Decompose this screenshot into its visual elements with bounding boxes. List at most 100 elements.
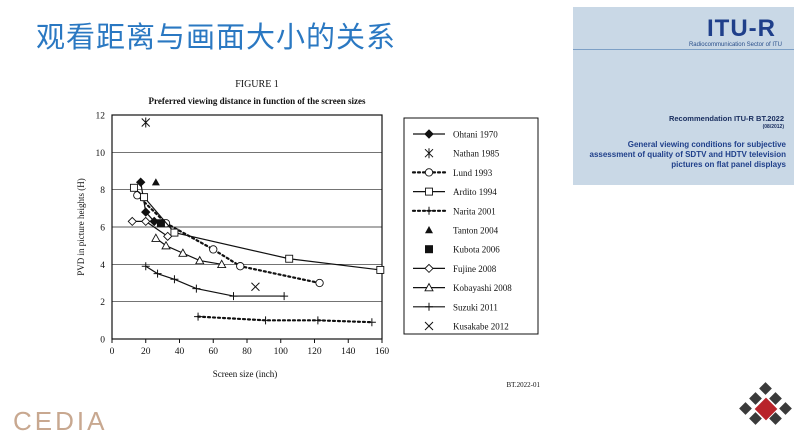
legend-item: Suzuki 2011: [413, 302, 498, 312]
series-line: [196, 315, 373, 324]
legend-item: Ardito 1994: [413, 187, 497, 197]
cti-emblem-logo: [739, 382, 792, 425]
series-5: [151, 178, 160, 186]
data-point-marker: [285, 254, 294, 263]
data-point-marker: [216, 259, 227, 268]
data-point-marker: [236, 262, 245, 271]
y-tick-label: 6: [100, 224, 105, 234]
y-tick-label: 0: [100, 336, 105, 346]
data-point-marker: [425, 206, 433, 215]
series-0: [135, 177, 159, 227]
data-point-marker: [163, 231, 173, 241]
legend-item: Nathan 1985: [424, 148, 500, 159]
data-point-marker: [127, 216, 137, 227]
data-point-marker: [141, 216, 151, 227]
series-2: [133, 191, 324, 288]
figure-caption: Preferred viewing distance in function o…: [149, 96, 366, 106]
legend-label: Ardito 1994: [453, 187, 497, 197]
y-axis-label: PVD in picture heights (H): [76, 178, 86, 275]
data-point-marker: [229, 292, 238, 301]
legend-box: [403, 117, 539, 335]
legend-label: Kusakabe 2012: [453, 322, 509, 332]
y-tick-label: 4: [100, 261, 105, 271]
y-tick-label: 8: [100, 186, 105, 196]
x-tick-label: 80: [242, 347, 252, 357]
legend-label: Narita 2001: [453, 206, 496, 216]
legend-item: Ohtani 1970: [413, 129, 498, 140]
data-point-marker: [424, 168, 434, 177]
x-tick-label: 20: [141, 347, 151, 357]
data-point-marker: [425, 187, 433, 196]
x-tick-label: 60: [209, 347, 219, 357]
legend-label: Lund 1993: [453, 168, 493, 178]
data-point-marker: [141, 117, 151, 128]
data-point-marker: [178, 248, 188, 257]
x-tick-label: 40: [175, 347, 185, 357]
itu-recommendation-card: ITU-R Radiocommunication Sector of ITU R…: [573, 7, 794, 185]
y-tick-label: 10: [96, 149, 106, 159]
data-point-marker: [425, 245, 433, 254]
data-point-marker: [261, 316, 270, 325]
data-point-marker: [153, 269, 162, 278]
data-point-marker: [424, 148, 434, 159]
data-point-marker: [141, 262, 150, 271]
series-9: [141, 262, 289, 301]
x-tick-label: 140: [341, 347, 356, 357]
data-point-marker: [280, 292, 289, 301]
chart-series: [127, 117, 385, 327]
itu-logo: ITU-R: [707, 15, 776, 42]
y-tick-label: 12: [96, 112, 106, 122]
legend-label: Nathan 1985: [453, 149, 500, 159]
legend-label: Ohtani 1970: [453, 130, 498, 140]
slide-title: 观看距离与画面大小的关系: [36, 20, 397, 54]
legend-label: Kobayashi 2008: [453, 283, 512, 293]
y-axis-ticks: 0 2 4 6 8 10 12: [96, 112, 106, 346]
legend-item: Kobayashi 2008: [413, 282, 512, 293]
legend-item: Kubota 2006: [425, 245, 500, 255]
data-point-marker: [156, 219, 165, 228]
series-line: [145, 265, 285, 297]
data-point-marker: [367, 318, 376, 327]
data-point-marker: [424, 321, 434, 331]
data-point-marker: [151, 233, 161, 242]
series-10: [251, 282, 260, 292]
legend-label: Kubota 2006: [453, 245, 500, 255]
data-point-marker: [194, 255, 205, 265]
data-point-marker: [135, 177, 146, 187]
data-point-marker: [251, 282, 260, 292]
series-8: [151, 233, 227, 268]
x-tick-label: 100: [274, 347, 289, 357]
legend: Ohtani 1970 Nathan 1985 Lund 1993 Ardito 19…: [411, 129, 512, 332]
data-point-marker: [151, 178, 160, 186]
itu-divider: [573, 49, 794, 50]
itu-recommendation-description: General viewing conditions for subjectiv…: [589, 140, 787, 169]
y-tick-label: 2: [100, 298, 105, 308]
x-axis-ticks: 0 20 40 60 80 100 120 140 160: [110, 339, 389, 357]
x-tick-label: 120: [307, 347, 322, 357]
data-point-marker: [149, 216, 159, 227]
data-point-marker: [141, 207, 151, 217]
data-point-marker: [424, 129, 434, 139]
legend-item: Lund 1993: [411, 168, 493, 178]
figure-source-id: BT.2022-01: [506, 381, 540, 389]
legend-item: Tanton 2004: [425, 226, 499, 236]
data-point-marker: [313, 316, 322, 325]
series-7: [127, 216, 173, 241]
legend-item: Fujine 2008: [413, 263, 497, 274]
gridlines: [112, 151, 382, 303]
data-point-marker: [129, 183, 138, 192]
figure-number: FIGURE 1: [235, 79, 279, 90]
legend-item: Narita 2001: [411, 206, 496, 216]
x-tick-label: 0: [110, 347, 115, 357]
data-point-marker: [425, 302, 433, 311]
data-point-marker: [170, 228, 179, 237]
itu-sector-label: Radiocommunication Sector of ITU: [688, 42, 782, 48]
legend-label: Suzuki 2011: [453, 302, 498, 312]
data-point-marker: [315, 278, 324, 288]
legend-label: Tanton 2004: [453, 226, 499, 236]
data-point-marker: [424, 263, 434, 274]
series-1: [141, 117, 151, 128]
data-point-marker: [209, 245, 218, 254]
data-point-marker: [161, 240, 171, 250]
